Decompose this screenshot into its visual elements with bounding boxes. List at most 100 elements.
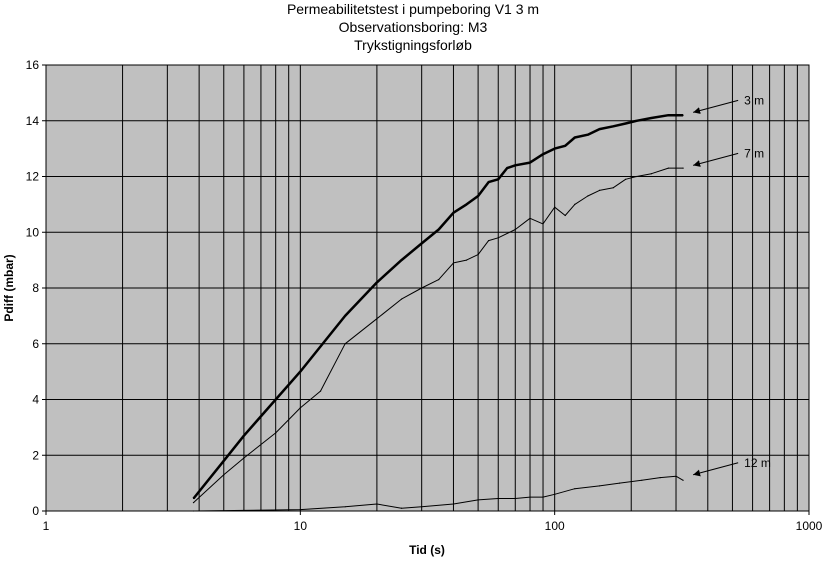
series-label: 12 m: [744, 456, 771, 470]
data-point-7m: [682, 167, 684, 169]
data-point-12m: [452, 503, 455, 505]
y-tick-label: 4: [32, 393, 39, 407]
series-annotations: 3 m 7 m 12 m: [693, 93, 771, 477]
data-point-3m: [612, 125, 614, 127]
data-point-12m: [574, 488, 576, 490]
data-point-3m: [275, 398, 277, 401]
data-point-12m: [675, 475, 677, 477]
data-point-7m: [465, 259, 468, 261]
data-point-7m: [612, 187, 614, 189]
y-tick-label: 6: [32, 337, 39, 351]
data-point-7m: [497, 237, 499, 239]
data-point-7m: [344, 343, 346, 345]
x-tick-label: 1: [43, 519, 50, 533]
data-point-12m: [619, 482, 621, 484]
y-axis-title: Pdiff (mbar): [2, 254, 16, 321]
data-point-3m: [598, 128, 601, 130]
data-point-3m: [192, 497, 195, 500]
data-point-12m: [542, 496, 544, 498]
data-point-7m: [587, 195, 589, 197]
data-point-7m: [192, 502, 195, 504]
data-point-3m: [542, 153, 544, 155]
data-point-7m: [477, 254, 479, 256]
data-point-7m: [319, 390, 322, 392]
axis-ticks: 0 2 4 6 8 10 12 14 16 1 10 100 1000: [26, 58, 823, 533]
data-point-7m: [438, 279, 440, 281]
data-point-3m: [299, 371, 301, 373]
data-point-7m: [650, 173, 653, 175]
data-point-12m: [554, 493, 556, 495]
data-point-3m: [223, 460, 225, 462]
data-point-7m: [554, 206, 556, 208]
data-point-12m: [299, 509, 301, 511]
y-tick-label: 10: [26, 225, 40, 239]
y-tick-label: 14: [26, 114, 40, 128]
data-point-7m: [488, 240, 490, 242]
data-point-3m: [682, 114, 684, 116]
data-point-3m: [400, 259, 403, 261]
data-point-3m: [587, 134, 589, 136]
data-point-7m: [625, 178, 627, 180]
data-point-7m: [529, 217, 531, 219]
data-point-3m: [554, 148, 556, 150]
data-point-7m: [667, 167, 670, 169]
data-point-3m: [636, 120, 638, 122]
y-tick-label: 0: [32, 504, 39, 518]
data-point-3m: [564, 145, 566, 147]
series-line-3m: [192, 113, 684, 500]
x-tick-label: 10: [294, 519, 308, 533]
chart-title-line-3: Trykstigningsforløb: [354, 37, 472, 53]
chart-title-line-2: Observationsboring: M3: [339, 19, 488, 35]
data-point-3m: [650, 117, 653, 119]
data-point-7m: [275, 432, 277, 434]
data-point-3m: [344, 315, 346, 317]
data-point-7m: [421, 287, 423, 289]
data-point-3m: [574, 136, 576, 139]
data-point-3m: [529, 162, 531, 164]
data-point-3m: [438, 228, 440, 231]
data-point-3m: [452, 212, 455, 214]
data-point-7m: [542, 223, 544, 225]
data-point-12m: [659, 477, 661, 479]
series-lines: [192, 113, 684, 512]
data-point-3m: [625, 122, 627, 125]
data-point-12m: [421, 506, 423, 508]
data-point-3m: [514, 164, 516, 166]
data-point-3m: [488, 181, 490, 183]
data-point-7m: [598, 189, 601, 191]
series-label: 7 m: [744, 146, 764, 160]
y-tick-label: 8: [32, 281, 39, 295]
data-point-7m: [299, 407, 301, 409]
y-tick-label: 2: [32, 448, 39, 462]
data-point-7m: [243, 457, 245, 459]
data-point-12m: [400, 507, 403, 509]
y-tick-label: 16: [26, 58, 40, 72]
data-point-3m: [465, 203, 468, 205]
data-point-12m: [682, 479, 684, 481]
data-point-3m: [376, 281, 378, 283]
series-line-7m: [193, 167, 684, 503]
data-point-7m: [223, 474, 225, 476]
data-point-3m: [477, 195, 479, 197]
data-point-12m: [497, 497, 499, 500]
data-point-7m: [636, 175, 638, 178]
data-point-12m: [243, 509, 245, 511]
data-point-7m: [400, 298, 403, 300]
data-point-3m: [243, 435, 245, 437]
data-point-12m: [514, 497, 516, 500]
data-point-12m: [192, 510, 195, 512]
data-point-7m: [376, 318, 378, 320]
data-point-7m: [564, 214, 566, 217]
data-point-12m: [529, 496, 531, 498]
annotation-arrow: [693, 462, 739, 477]
data-point-12m: [641, 479, 643, 481]
data-point-3m: [667, 114, 670, 116]
x-tick-label: 1000: [796, 519, 823, 533]
data-point-3m: [497, 178, 499, 180]
data-point-3m: [421, 242, 423, 244]
x-axis-title: Tid (s): [409, 543, 445, 557]
annotation-arrow: [693, 99, 739, 114]
data-point-12m: [376, 503, 378, 505]
data-point-7m: [574, 203, 576, 205]
